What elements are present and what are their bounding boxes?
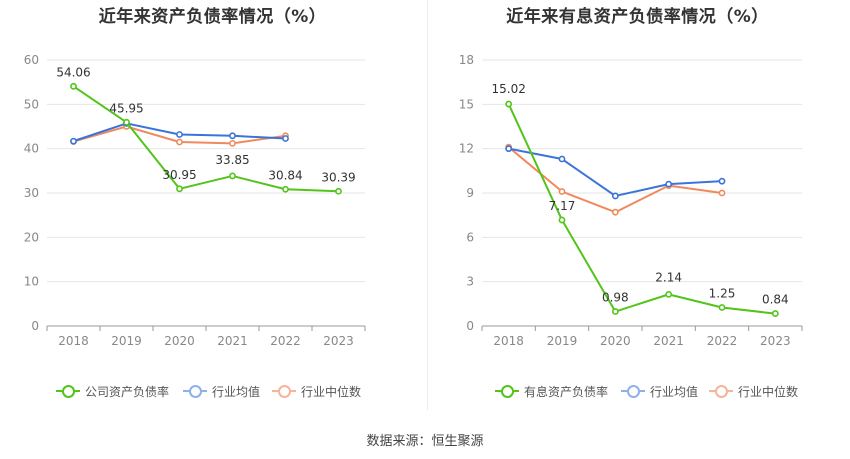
debt-ratio-chart: 0 10 20 30 40 50 60 2018 2019 2020 2021 2022 2023 54.… bbox=[24, 53, 366, 348]
legend-marker bbox=[495, 384, 519, 398]
legend-label: 行业中位数 bbox=[301, 384, 362, 399]
legend-marker bbox=[272, 384, 296, 398]
data-point bbox=[558, 155, 566, 163]
data-label: 33.85 bbox=[215, 153, 249, 167]
data-point bbox=[282, 185, 289, 193]
data-point bbox=[70, 82, 77, 90]
x-tick-label: 2020 bbox=[600, 334, 631, 348]
legend-item-industry-mean[interactable]: 行业均值 bbox=[183, 382, 260, 400]
y-tick-label: 50 bbox=[24, 97, 39, 111]
data-label: 0.98 bbox=[602, 291, 629, 305]
y-tick-label: 15 bbox=[459, 97, 474, 111]
legend-marker bbox=[56, 384, 80, 398]
data-point bbox=[718, 177, 726, 185]
legend-item-company[interactable]: 公司资产负债率 bbox=[56, 382, 169, 400]
legend-marker bbox=[183, 384, 207, 398]
x-tick-label: 2021 bbox=[217, 334, 248, 348]
y-tick-label: 12 bbox=[459, 142, 474, 156]
legend-label: 行业中位数 bbox=[738, 384, 799, 399]
data-point bbox=[611, 308, 619, 315]
series-line bbox=[507, 103, 776, 315]
data-point bbox=[771, 310, 779, 317]
chart-title: 近年来资产负债率情况（%） bbox=[98, 7, 327, 27]
data-point bbox=[611, 208, 619, 216]
y-tick-label: 20 bbox=[24, 230, 39, 244]
data-label: 2.14 bbox=[655, 270, 682, 284]
data-point bbox=[176, 138, 183, 146]
data-label: 7.17 bbox=[549, 199, 576, 213]
data-point bbox=[665, 180, 673, 188]
data-point bbox=[229, 139, 236, 147]
data-label: 15.02 bbox=[491, 82, 525, 96]
y-tick-label: 0 bbox=[466, 319, 474, 333]
legend: 公司资产负债率 行业均值 行业中位数 bbox=[0, 382, 425, 400]
data-label: 0.84 bbox=[762, 293, 789, 307]
legend-marker bbox=[709, 384, 733, 398]
legend-item-company[interactable]: 有息资产负债率 bbox=[495, 382, 608, 400]
y-tick-label: 10 bbox=[24, 275, 39, 289]
legend-marker bbox=[621, 384, 645, 398]
legend-item-industry-median[interactable]: 行业中位数 bbox=[272, 382, 361, 400]
data-point bbox=[718, 189, 726, 197]
chart-title: 近年来有息资产负债率情况（%） bbox=[506, 7, 769, 27]
x-tick-label: 2020 bbox=[164, 334, 195, 348]
x-tick-label: 2019 bbox=[547, 334, 578, 348]
chart-panel-debt-ratio: 近年来资产负债率情况（%） 0 10 20 30 40 50 60 2018 2019 2020 2… bbox=[0, 0, 425, 420]
y-tick-label: 30 bbox=[24, 186, 39, 200]
panel-divider bbox=[427, 0, 428, 410]
data-label: 1.25 bbox=[709, 287, 736, 301]
y-tick-label: 60 bbox=[24, 53, 39, 67]
legend-item-industry-mean[interactable]: 行业均值 bbox=[621, 382, 698, 400]
x-tick-label: 2018 bbox=[58, 334, 89, 348]
y-tick-label: 40 bbox=[24, 142, 39, 156]
y-tick-label: 6 bbox=[466, 230, 474, 244]
data-point bbox=[611, 192, 619, 200]
data-point bbox=[70, 137, 77, 145]
data-point bbox=[229, 172, 236, 180]
legend-label: 行业均值 bbox=[212, 384, 261, 399]
data-label: 30.95 bbox=[162, 168, 196, 182]
series-line bbox=[508, 146, 723, 214]
legend-label: 公司资产负债率 bbox=[85, 384, 170, 399]
data-point bbox=[558, 188, 566, 195]
interest-bearing-ratio-chart: 0 3 6 9 12 15 18 2018 2019 2020 2021 2022 2023 15.02 7… bbox=[459, 53, 803, 348]
x-tick-label: 2023 bbox=[760, 334, 791, 348]
data-point bbox=[665, 290, 673, 298]
legend: 有息资产负债率 行业均值 行业中位数 bbox=[425, 382, 850, 400]
data-label: 45.95 bbox=[109, 101, 143, 115]
x-tick-label: 2021 bbox=[653, 334, 684, 348]
data-source-note: 数据来源：恒生聚源 bbox=[366, 434, 484, 449]
data-point bbox=[558, 216, 566, 224]
x-tick-label: 2022 bbox=[270, 334, 301, 348]
x-tick-label: 2018 bbox=[493, 334, 524, 348]
data-point bbox=[176, 131, 183, 138]
legend-label: 行业均值 bbox=[650, 384, 699, 399]
y-tick-label: 18 bbox=[459, 53, 474, 67]
data-point bbox=[229, 132, 236, 140]
y-tick-label: 9 bbox=[466, 186, 474, 200]
x-tick-label: 2019 bbox=[111, 334, 142, 348]
data-label: 30.39 bbox=[321, 170, 355, 184]
y-tick-label: 3 bbox=[466, 275, 474, 289]
data-point bbox=[718, 304, 726, 311]
data-point bbox=[505, 145, 513, 153]
series-line bbox=[72, 85, 339, 193]
data-point bbox=[335, 187, 342, 195]
legend-label: 有息资产负债率 bbox=[524, 384, 609, 399]
chart-panel-interest-bearing-ratio: 近年来有息资产负债率情况（%） 0 3 6 9 12 15 18 2018 2019 2020 20… bbox=[425, 0, 850, 420]
data-label: 30.84 bbox=[268, 168, 302, 182]
data-point bbox=[505, 100, 513, 108]
legend-item-industry-median[interactable]: 行业中位数 bbox=[709, 382, 798, 400]
x-tick-label: 2023 bbox=[323, 334, 354, 348]
x-tick-label: 2022 bbox=[707, 334, 738, 348]
y-tick-label: 0 bbox=[31, 319, 39, 333]
data-point bbox=[282, 135, 289, 142]
data-point bbox=[176, 185, 183, 193]
data-point bbox=[123, 118, 130, 126]
data-label: 54.06 bbox=[56, 65, 90, 79]
